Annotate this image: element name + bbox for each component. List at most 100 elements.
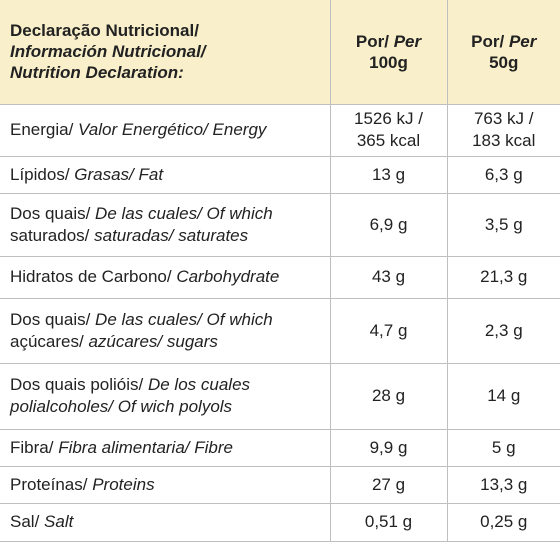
text-segment: 43 g: [371, 267, 406, 286]
nutrient-label: Sal/ Salt: [0, 502, 331, 542]
text-line: polialcoholes/ Of wich polyols: [10, 396, 320, 418]
nutrient-value: 6,9 g: [329, 192, 448, 257]
text-line: 3,5 g: [458, 214, 551, 236]
nutrient-value: 2,3 g: [446, 297, 560, 364]
text-segment: 50g: [489, 52, 519, 72]
text-segment: 6,9 g: [369, 214, 408, 234]
text-segment: Fibra/: [10, 437, 59, 457]
table-body: Energia/ Valor Energético/ Energy 1526 kJ…: [0, 104, 560, 542]
table-row: Energia/ Valor Energético/ Energy 1526 kJ…: [0, 104, 560, 157]
text-segment: 4,7 g: [369, 320, 408, 340]
text-segment: 0,25 g: [480, 512, 528, 531]
text-segment: 14 g: [487, 386, 521, 405]
table-row: Dos quais/ De las cuales/ Of which açúcar…: [0, 297, 560, 364]
text-segment: Hidratos de Carbono/: [10, 267, 177, 286]
nutrient-value: 4,7 g: [329, 297, 448, 364]
text-segment: Dos quais/: [10, 309, 96, 329]
header-cell: Declaração Nutricional/Información Nutri…: [0, 0, 331, 105]
text-segment: Declaração Nutricional/: [10, 21, 199, 41]
text-segment: De las cuales/ Of which: [95, 203, 273, 223]
text-segment: Por/: [355, 31, 394, 51]
header-cell: Por/ Per 100g: [329, 0, 448, 105]
text-segment: De los cuales: [147, 375, 251, 394]
text-segment: Por/: [471, 31, 509, 51]
text-segment: Energia/: [10, 120, 79, 139]
text-segment: 100g: [369, 52, 408, 72]
nutrient-value: 43 g: [329, 255, 448, 299]
text-segment: 5 g: [491, 437, 516, 457]
text-segment: Grasas/ Fat: [74, 164, 164, 184]
table-row: Dos quais/ De las cuales/ Of which satura…: [0, 192, 560, 257]
text-segment: saturadas/ saturates: [94, 225, 249, 245]
nutrient-label: Fibra/ Fibra alimentaria/ Fibre: [0, 428, 331, 467]
text-line: Hidratos de Carbono/ Carbohydrate: [10, 266, 320, 288]
text-line: açúcares/ azúcares/ sugars: [10, 331, 320, 353]
text-line: 27 g: [341, 474, 437, 496]
text-segment: Dos quais/: [10, 203, 96, 223]
text-segment: 3,5 g: [484, 214, 523, 234]
table-row: Hidratos de Carbono/ Carbohydrate 43 g 21,…: [0, 255, 560, 299]
nutrient-label: Hidratos de Carbono/ Carbohydrate: [0, 255, 331, 299]
nutrient-value: 13 g: [329, 155, 448, 194]
text-line: Dos quais polióis/ De los cuales: [10, 374, 320, 396]
nutrient-value: 14 g: [446, 362, 560, 430]
text-segment: Lípidos/: [10, 164, 75, 184]
text-segment: 183 kcal: [472, 131, 536, 150]
text-segment: 6,3 g: [484, 164, 523, 184]
text-segment: 2,3 g: [484, 320, 523, 340]
nutrient-label: Dos quais/ De las cuales/ Of which açúcar…: [0, 297, 331, 364]
text-segment: 13,3 g: [480, 474, 528, 494]
nutrient-value: 5 g: [446, 428, 560, 467]
text-segment: Valor Energético/ Energy: [78, 120, 267, 139]
text-line: Dos quais/ De las cuales/ Of which: [10, 309, 320, 331]
text-segment: 21,3 g: [480, 267, 528, 286]
nutrient-value: 13,3 g: [446, 465, 560, 504]
text-segment: Nutrition Declaration:: [10, 63, 184, 83]
text-line: Por/ Per: [341, 31, 437, 52]
nutrient-label: Energia/ Valor Energético/ Energy: [0, 104, 331, 157]
nutrient-value: 28 g: [329, 362, 448, 430]
text-segment: 0,51 g: [364, 512, 413, 531]
nutrient-value: 0,25 g: [446, 502, 560, 542]
nutrient-value: 1526 kJ / 365 kcal: [329, 104, 448, 157]
text-segment: Per: [393, 31, 422, 51]
text-segment: 763 kJ /: [473, 109, 534, 128]
text-segment: Sal/: [10, 512, 45, 531]
text-line: Declaração Nutricional/: [10, 20, 320, 41]
text-line: 0,25 g: [458, 511, 551, 533]
text-line: Fibra/ Fibra alimentaria/ Fibre: [10, 437, 320, 459]
nutrient-value: 0,51 g: [329, 502, 448, 542]
text-line: Dos quais/ De las cuales/ Of which: [10, 203, 320, 225]
text-segment: açúcares/: [10, 331, 89, 351]
text-line: 50g: [458, 52, 551, 73]
text-line: 13 g: [341, 164, 437, 186]
nutrient-label: Lípidos/ Grasas/ Fat: [0, 155, 331, 194]
text-segment: polialcoholes/ Of wich polyols: [10, 397, 233, 416]
text-segment: 9,9 g: [369, 437, 408, 457]
text-line: 6,9 g: [341, 214, 437, 236]
text-segment: 1526 kJ /: [354, 109, 423, 128]
text-line: Proteínas/ Proteins: [10, 474, 320, 496]
text-line: 9,9 g: [341, 437, 437, 459]
text-line: Información Nutricional/: [10, 41, 320, 62]
text-line: 2,3 g: [458, 320, 551, 342]
text-segment: Proteins: [92, 474, 155, 494]
text-line: 763 kJ /: [458, 108, 551, 130]
text-segment: 28 g: [371, 386, 406, 405]
nutrient-value: 6,3 g: [446, 155, 560, 194]
text-segment: Dos quais polióis/: [10, 375, 148, 394]
text-line: Nutrition Declaration:: [10, 62, 320, 83]
nutrient-label: Dos quais polióis/ De los cuales polialco…: [0, 362, 331, 430]
text-line: 1526 kJ /: [341, 108, 437, 130]
table-row: Sal/ Salt 0,51 g 0,25 g: [0, 502, 560, 542]
text-segment: saturados/: [10, 225, 95, 245]
text-line: Sal/ Salt: [10, 511, 320, 533]
nutrient-label: Dos quais/ De las cuales/ Of which satura…: [0, 192, 331, 257]
text-segment: Información Nutricional/: [10, 42, 206, 62]
text-segment: 27 g: [371, 474, 406, 494]
table-row: Proteínas/ Proteins 27 g 13,3 g: [0, 465, 560, 504]
text-segment: De las cuales/ Of which: [95, 309, 273, 329]
text-segment: Proteínas/: [10, 474, 93, 494]
table-row: Fibra/ Fibra alimentaria/ Fibre 9,9 g 5 g: [0, 428, 560, 467]
